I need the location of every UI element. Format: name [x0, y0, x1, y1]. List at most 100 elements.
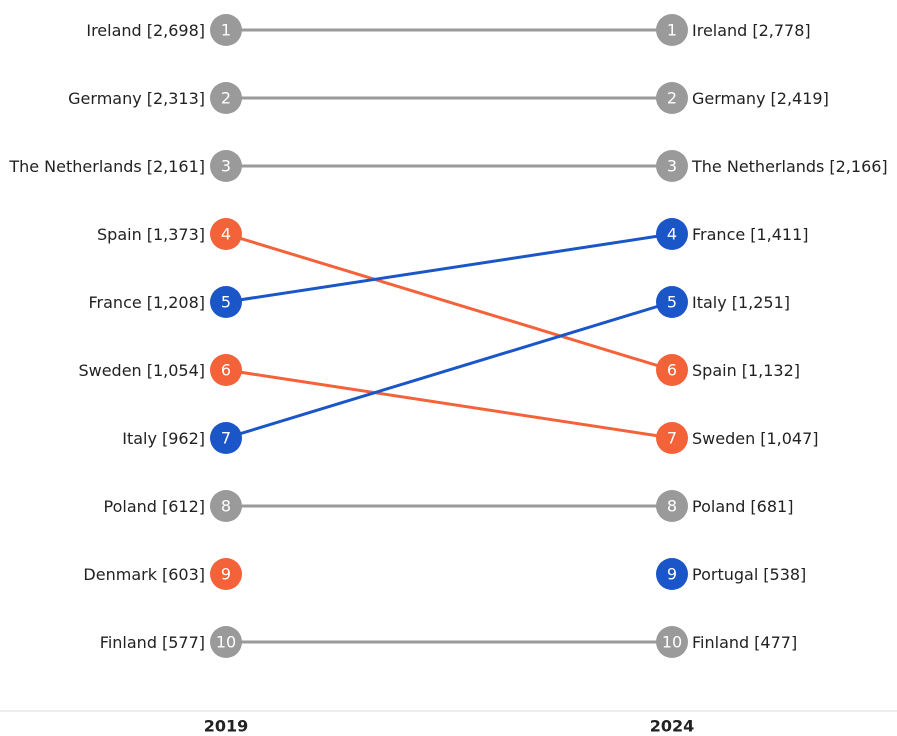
- rank-dot: [210, 422, 242, 454]
- rank-number: 9: [221, 565, 231, 584]
- country-label: Spain [1,373]: [97, 225, 205, 244]
- rank-dot: [656, 150, 688, 182]
- rank-number: 7: [221, 429, 231, 448]
- country-label: Portugal [538]: [692, 565, 806, 584]
- rank-number: 7: [667, 429, 677, 448]
- rank-dot: [656, 354, 688, 386]
- country-label: The Netherlands [2,161]: [8, 157, 205, 176]
- country-value: [1,132]: [742, 361, 800, 380]
- country-name: Ireland: [692, 21, 747, 40]
- country-name: Denmark: [83, 565, 157, 584]
- rank-number: 10: [216, 633, 236, 652]
- country-label: Sweden [1,047]: [692, 429, 819, 448]
- rank-dot: [656, 14, 688, 46]
- rank-dot: [656, 286, 688, 318]
- country-value: [1,373]: [147, 225, 205, 244]
- country-value: [603]: [162, 565, 205, 584]
- country-name: The Netherlands: [691, 157, 824, 176]
- country-label: Italy [1,251]: [692, 293, 790, 312]
- country-name: France: [692, 225, 745, 244]
- rank-number: 3: [667, 157, 677, 176]
- rank-dot: [656, 626, 688, 658]
- rank-number: 8: [667, 497, 677, 516]
- slope-line: [225, 232, 673, 304]
- country-label: Germany [2,313]: [68, 89, 205, 108]
- country-label: Denmark [603]: [83, 565, 205, 584]
- rank-number: 1: [667, 21, 677, 40]
- country-label: Sweden [1,054]: [78, 361, 205, 380]
- country-name: France: [89, 293, 142, 312]
- country-value: [681]: [750, 497, 793, 516]
- country-label: Finland [477]: [692, 633, 797, 652]
- rank-dot: [210, 218, 242, 250]
- country-value: [2,698]: [147, 21, 205, 40]
- country-name: Finland: [692, 633, 749, 652]
- rank-dot: [210, 286, 242, 318]
- country-value: [962]: [162, 429, 205, 448]
- country-name: Germany: [68, 89, 142, 108]
- year-label: 2019: [204, 717, 249, 736]
- rank-dot: [656, 490, 688, 522]
- rank-number: 4: [667, 225, 677, 244]
- rank-number: 10: [662, 633, 682, 652]
- country-label: Italy [962]: [122, 429, 205, 448]
- country-name: Ireland: [86, 21, 141, 40]
- country-value: [2,419]: [771, 89, 829, 108]
- rank-number: 5: [221, 293, 231, 312]
- rank-dot: [656, 558, 688, 590]
- rank-dot: [656, 422, 688, 454]
- country-value: [1,411]: [750, 225, 808, 244]
- country-value: [2,313]: [147, 89, 205, 108]
- country-name: Sweden: [78, 361, 141, 380]
- country-value: [1,208]: [147, 293, 205, 312]
- country-name: Spain: [692, 361, 737, 380]
- country-name: Poland: [692, 497, 745, 516]
- country-value: [2,161]: [147, 157, 205, 176]
- country-value: [2,778]: [752, 21, 810, 40]
- rank-number: 6: [221, 361, 231, 380]
- rank-dot: [210, 82, 242, 114]
- rank-number: 4: [221, 225, 231, 244]
- rank-dot: [210, 558, 242, 590]
- country-value: [477]: [754, 633, 797, 652]
- country-name: Germany: [692, 89, 766, 108]
- country-label: Germany [2,419]: [692, 89, 829, 108]
- country-label: France [1,411]: [692, 225, 809, 244]
- country-label: France [1,208]: [89, 293, 206, 312]
- year-label: 2024: [650, 717, 695, 736]
- slope-line: [225, 232, 673, 372]
- rank-number: 5: [667, 293, 677, 312]
- country-value: [1,047]: [760, 429, 818, 448]
- country-label: Spain [1,132]: [692, 361, 800, 380]
- country-name: Italy: [122, 429, 157, 448]
- slope-line: [225, 368, 673, 440]
- country-name: Poland: [104, 497, 157, 516]
- rank-dot: [210, 14, 242, 46]
- country-label: Poland [612]: [104, 497, 205, 516]
- country-value: [612]: [162, 497, 205, 516]
- country-name: Spain: [97, 225, 142, 244]
- rank-number: 8: [221, 497, 231, 516]
- country-label: The Netherlands [2,166]: [691, 157, 888, 176]
- slope-lines: [225, 28, 673, 644]
- country-value: [1,054]: [147, 361, 205, 380]
- slope-line: [225, 300, 673, 440]
- country-value: [1,251]: [732, 293, 790, 312]
- country-value: [538]: [763, 565, 806, 584]
- country-value: [2,166]: [829, 157, 887, 176]
- country-name: Portugal: [692, 565, 758, 584]
- country-name: The Netherlands: [8, 157, 141, 176]
- country-label: Ireland [2,778]: [692, 21, 811, 40]
- country-name: Finland: [100, 633, 157, 652]
- country-label: Ireland [2,698]: [86, 21, 205, 40]
- rank-dot: [656, 218, 688, 250]
- rank-dots: 1 Ireland [2,698] 2 Germany [2,313] 3 The Nethe…: [8, 14, 888, 658]
- country-name: Italy: [692, 293, 727, 312]
- rank-number: 9: [667, 565, 677, 584]
- rank-number: 3: [221, 157, 231, 176]
- country-name: Sweden: [692, 429, 755, 448]
- rank-dot: [210, 490, 242, 522]
- rank-dot: [656, 82, 688, 114]
- rank-number: 2: [221, 89, 231, 108]
